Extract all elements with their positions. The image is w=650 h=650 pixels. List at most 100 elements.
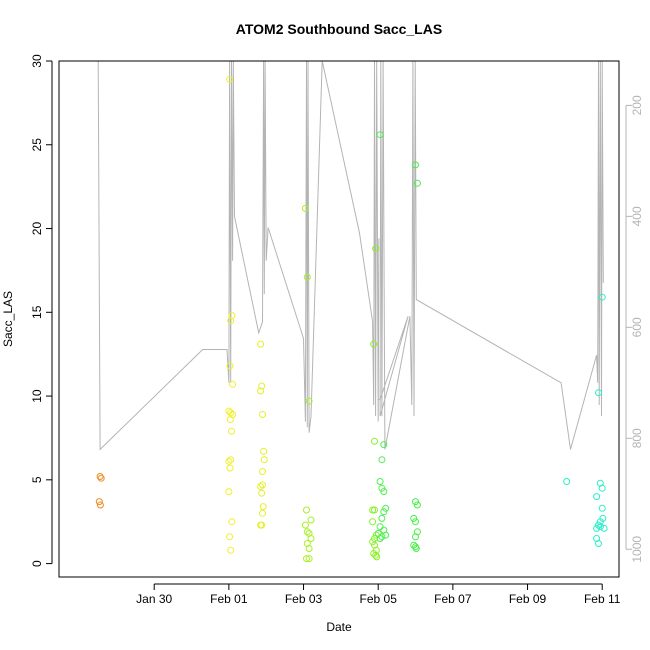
data-point [305, 555, 313, 563]
data-point [382, 504, 390, 512]
data-point [259, 481, 266, 489]
x-tick-label: Feb 03 [285, 592, 323, 606]
data-point [97, 474, 105, 482]
data-point [226, 533, 234, 541]
data-point [412, 498, 419, 506]
data-point [563, 478, 571, 485]
data-point [259, 503, 267, 511]
depth-tick-label: 1000 [630, 536, 644, 563]
y-tick-label: 25 [30, 138, 44, 152]
data-point [226, 416, 234, 423]
x-tick-label: Jan 30 [136, 592, 172, 606]
data-point [225, 488, 233, 496]
data-point [378, 514, 386, 522]
depth-tick-label: 200 [630, 95, 644, 115]
data-point [226, 362, 234, 370]
data-point [307, 535, 315, 542]
data-point [376, 535, 384, 542]
data-point [227, 409, 235, 417]
data-point [413, 179, 421, 187]
data-point [369, 518, 377, 526]
data-point [598, 293, 606, 301]
data-point [369, 506, 377, 514]
data-point [380, 508, 388, 516]
data-point [376, 131, 384, 139]
data-point [258, 382, 266, 390]
data-point [228, 518, 236, 526]
y-tick-label: 10 [30, 389, 44, 403]
y-tick-label: 0 [30, 560, 44, 567]
data-point [378, 456, 386, 464]
x-tick-label: Feb 09 [509, 592, 547, 606]
data-point [226, 464, 234, 472]
x-axis-label: Date [326, 620, 352, 634]
data-point [380, 441, 388, 449]
data-point [227, 317, 235, 325]
data-point [380, 488, 388, 496]
depth-track-line [97, 61, 604, 451]
data-point [228, 312, 236, 320]
data-point [305, 545, 313, 552]
data-point [258, 489, 266, 497]
data-point [378, 533, 386, 541]
data-point [598, 504, 606, 512]
axes-layer: 0 5 10 15 20 25 30 Jan 30 Feb 01 Feb 03 Feb 05 Feb … [30, 54, 644, 606]
x-tick-label: Feb 01 [210, 592, 248, 606]
data-point [258, 521, 266, 529]
data-point [378, 484, 386, 492]
depth-track-layer [97, 61, 604, 451]
data-point [226, 75, 234, 83]
data-point [257, 387, 265, 395]
data-point [307, 516, 315, 524]
y-axis-label: Sacc_LAS [1, 291, 15, 347]
data-point [305, 397, 313, 405]
data-point [257, 340, 265, 348]
data-point [382, 531, 390, 539]
data-point [227, 546, 235, 554]
data-point [260, 447, 268, 455]
data-point [372, 551, 380, 559]
data-point [371, 506, 378, 514]
data-point [228, 427, 235, 435]
data-point [371, 437, 378, 445]
data-point [259, 411, 266, 418]
data-point [372, 245, 380, 253]
y-tick-label: 5 [30, 476, 44, 483]
data-point [595, 540, 602, 547]
chart-title: ATOM2 Southbound Sacc_LAS [236, 21, 442, 37]
data-point [303, 273, 311, 281]
data-point [373, 553, 381, 561]
data-point [95, 498, 103, 506]
depth-tick-label: 600 [630, 317, 644, 337]
data-point [227, 456, 235, 464]
data-point [413, 501, 421, 509]
data-point [301, 521, 309, 529]
data-point [229, 380, 237, 388]
data-point [412, 161, 419, 169]
data-point [225, 457, 233, 465]
data-point [96, 501, 104, 509]
data-point [96, 473, 104, 480]
y-tick-label: 15 [30, 305, 44, 319]
data-point [260, 456, 268, 464]
data-point [370, 340, 378, 348]
data-point [596, 523, 604, 531]
points-layer [95, 75, 608, 563]
data-point [303, 528, 311, 536]
data-point [600, 524, 608, 532]
y-tick-label: 20 [30, 222, 44, 236]
data-point [303, 555, 310, 563]
data-point [412, 533, 419, 541]
data-point [595, 389, 602, 397]
data-point [410, 514, 418, 522]
plot-frame [58, 60, 620, 578]
data-point [412, 518, 419, 526]
x-tick-label: Feb 07 [434, 592, 472, 606]
data-point [259, 509, 266, 517]
data-point [259, 468, 266, 475]
data-point [412, 545, 420, 552]
data-point [596, 518, 604, 526]
data-point [593, 524, 601, 532]
data-point [369, 538, 377, 546]
